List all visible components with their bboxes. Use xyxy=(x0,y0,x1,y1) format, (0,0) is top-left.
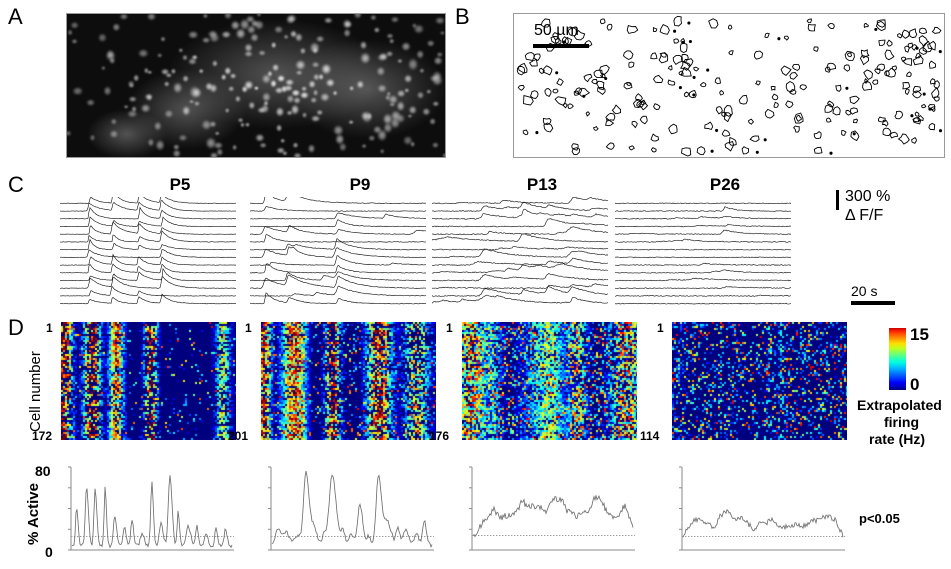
raster-canvas-p26 xyxy=(672,322,847,440)
threshold-label-p005: p<0.05 xyxy=(859,511,900,526)
raster-p9-first-cell: 1 xyxy=(245,321,252,335)
raster-plot-p13 xyxy=(462,322,637,440)
scalebar-label-50um: 50 µm xyxy=(534,22,579,39)
raster-p9-last-cell: 201 xyxy=(228,429,249,443)
column-title-p9: P9 xyxy=(349,175,371,194)
traces-canvas-p13 xyxy=(432,197,608,304)
traces-canvas-p26 xyxy=(615,202,791,305)
raster-p13-first-cell: 1 xyxy=(446,321,453,335)
colorbar-min-label: 0 xyxy=(910,375,920,394)
panel-letter-d: D xyxy=(8,315,24,340)
activity-plot-p26 xyxy=(672,463,847,558)
activity-plot-p9 xyxy=(261,463,436,558)
colorbar-max-label: 15 xyxy=(910,325,929,344)
raster-plot-p9 xyxy=(261,322,436,440)
raster-plot-p26 xyxy=(672,322,847,440)
contour-canvas xyxy=(514,14,944,157)
raster-canvas-p5 xyxy=(61,322,236,440)
colorbar-title-line1: Extrapolated xyxy=(857,397,942,413)
colorbar-title-line2: firing xyxy=(884,414,919,430)
activity-plot-p5 xyxy=(61,463,236,558)
scalebar-dff-vertical xyxy=(836,190,839,210)
scalebar-label-dff-percent: 300 % xyxy=(845,188,891,205)
panel-letter-b: B xyxy=(455,4,470,29)
raster-p13-last-cell: 176 xyxy=(429,429,450,443)
scalebar-20s xyxy=(851,301,895,305)
scalebar-label-dff-unit: Δ F/F xyxy=(845,207,884,224)
activity-canvas-p26 xyxy=(679,466,845,551)
activity-canvas-p13 xyxy=(469,466,635,551)
calcium-traces-p5 xyxy=(60,197,236,305)
axis-label-cell-number: Cell number xyxy=(27,351,44,432)
activity-ymin-label: 0 xyxy=(45,544,53,560)
raster-p5-first-cell: 1 xyxy=(46,321,53,335)
calcium-traces-p26 xyxy=(615,197,791,305)
calcium-traces-p9 xyxy=(250,197,426,305)
column-title-p5: P5 xyxy=(169,175,191,194)
cell-contour-map xyxy=(513,13,945,158)
column-title-p13: P13 xyxy=(526,175,558,194)
scalebar-50um xyxy=(533,44,589,48)
fluorescence-image xyxy=(66,13,446,158)
calcium-traces-p13 xyxy=(432,197,608,305)
axis-label-percent-active: % Active xyxy=(25,483,42,545)
activity-canvas-p5 xyxy=(68,466,234,551)
fluorescence-canvas xyxy=(67,14,445,157)
colorbar-title-line3: rate (Hz) xyxy=(869,431,926,447)
column-title-p26: P26 xyxy=(709,175,741,194)
raster-p5-last-cell: 172 xyxy=(32,429,53,443)
activity-ymax-label: 80 xyxy=(35,463,51,479)
raster-canvas-p9 xyxy=(261,322,436,440)
traces-canvas-p9 xyxy=(250,197,426,305)
raster-plot-p5 xyxy=(61,322,236,440)
panel-letter-a: A xyxy=(8,4,23,29)
panel-letter-c: C xyxy=(8,172,24,197)
raster-canvas-p13 xyxy=(462,322,637,440)
raster-p26-last-cell: 114 xyxy=(640,429,660,443)
activity-plot-p13 xyxy=(462,463,637,558)
scalebar-label-20s: 20 s xyxy=(851,283,878,299)
traces-canvas-p5 xyxy=(60,197,236,305)
raster-p26-first-cell: 1 xyxy=(657,321,664,335)
activity-canvas-p9 xyxy=(268,466,434,551)
colorbar-firing-rate xyxy=(889,328,906,390)
